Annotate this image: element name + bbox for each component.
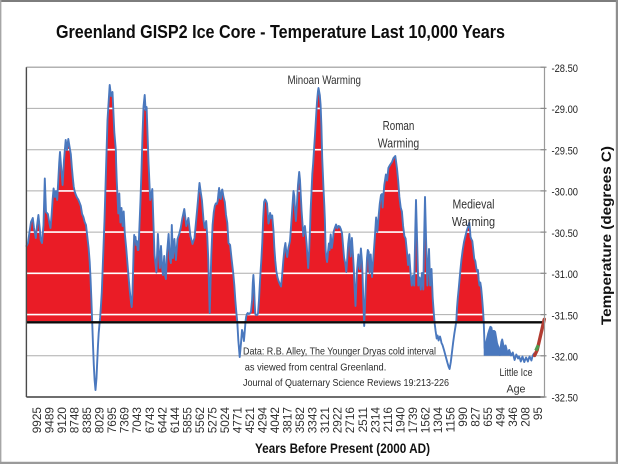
svg-text:4771: 4771 xyxy=(231,407,245,433)
svg-text:208: 208 xyxy=(519,407,533,427)
svg-text:7695: 7695 xyxy=(105,407,119,434)
svg-text:827: 827 xyxy=(469,407,483,427)
svg-text:5024: 5024 xyxy=(218,407,232,434)
svg-text:6743: 6743 xyxy=(143,407,157,434)
svg-text:2314: 2314 xyxy=(368,407,382,434)
svg-text:1739: 1739 xyxy=(406,407,420,433)
svg-text:Temperature (degrees C): Temperature (degrees C) xyxy=(598,146,614,325)
svg-text:3582: 3582 xyxy=(293,407,307,433)
svg-text:95: 95 xyxy=(531,407,545,421)
svg-text:4042: 4042 xyxy=(268,407,282,433)
svg-text:Age: Age xyxy=(507,384,526,396)
svg-text:346: 346 xyxy=(506,407,520,427)
svg-text:655: 655 xyxy=(481,407,495,427)
svg-text:1156: 1156 xyxy=(444,407,458,433)
svg-text:Little Ice: Little Ice xyxy=(500,367,533,379)
svg-text:3121: 3121 xyxy=(318,407,332,433)
svg-text:8029: 8029 xyxy=(93,407,107,433)
svg-text:-28.50: -28.50 xyxy=(552,63,579,75)
svg-text:5855: 5855 xyxy=(180,407,194,434)
svg-text:4521: 4521 xyxy=(243,407,257,433)
svg-text:6442: 6442 xyxy=(155,407,169,433)
svg-text:Medieval: Medieval xyxy=(453,198,495,212)
svg-text:-31.50: -31.50 xyxy=(552,310,579,322)
svg-text:7043: 7043 xyxy=(130,407,144,434)
svg-text:-29.50: -29.50 xyxy=(552,145,579,157)
svg-text:3343: 3343 xyxy=(306,407,320,434)
svg-text:8385: 8385 xyxy=(80,407,94,434)
svg-text:990: 990 xyxy=(456,407,470,427)
svg-text:2116: 2116 xyxy=(381,407,395,433)
svg-text:3817: 3817 xyxy=(281,407,295,433)
svg-text:5275: 5275 xyxy=(205,407,219,434)
svg-text:-30.00: -30.00 xyxy=(552,187,579,199)
svg-text:1304: 1304 xyxy=(431,407,445,434)
svg-text:2716: 2716 xyxy=(343,407,357,434)
svg-text:7369: 7369 xyxy=(118,407,132,433)
svg-text:-31.00: -31.00 xyxy=(552,269,579,281)
svg-text:9120: 9120 xyxy=(55,407,69,434)
svg-text:2922: 2922 xyxy=(331,407,345,433)
svg-text:-29.00: -29.00 xyxy=(552,104,579,116)
svg-text:Warming: Warming xyxy=(378,137,419,151)
svg-text:Greenland GISP2 Ice Core - Tem: Greenland GISP2 Ice Core - Temperature L… xyxy=(56,22,505,42)
svg-text:Roman: Roman xyxy=(383,119,415,133)
svg-text:Warming: Warming xyxy=(452,215,495,229)
svg-text:1562: 1562 xyxy=(418,407,432,433)
svg-text:Minoan Warming: Minoan Warming xyxy=(288,73,362,87)
svg-text:494: 494 xyxy=(494,407,508,427)
svg-text:Journal of Quaternary Science: Journal of Quaternary Science Reviews 19… xyxy=(243,378,449,389)
svg-text:2511: 2511 xyxy=(356,407,370,432)
svg-text:-30.50: -30.50 xyxy=(552,228,579,240)
svg-text:as viewed from central Greenla: as viewed from central Greenland. xyxy=(245,363,387,374)
svg-text:-32.00: -32.00 xyxy=(552,352,579,364)
svg-text:Data: R.B. Alley, The Younger: Data: R.B. Alley, The Younger Dryas cold… xyxy=(243,347,436,358)
svg-text:Years Before Present (2000 AD): Years Before Present (2000 AD) xyxy=(255,440,430,456)
svg-text:8748: 8748 xyxy=(68,407,82,434)
svg-text:1940: 1940 xyxy=(393,407,407,434)
svg-text:9925: 9925 xyxy=(30,407,44,434)
svg-text:5562: 5562 xyxy=(193,407,207,433)
svg-text:-32.50: -32.50 xyxy=(552,393,579,405)
svg-text:4294: 4294 xyxy=(256,407,270,434)
svg-text:6144: 6144 xyxy=(168,407,182,434)
svg-text:9489: 9489 xyxy=(43,407,57,433)
